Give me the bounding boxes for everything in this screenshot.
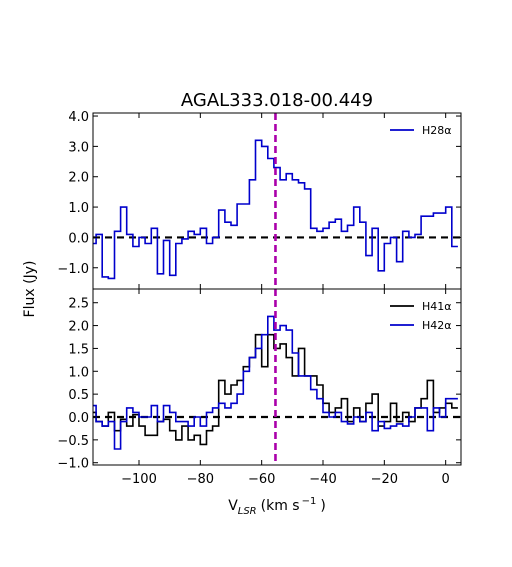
top-y-axis: −1.0 0.0 1.0 2.0 3.0 4.0 [57,110,461,277]
y-tick-label: 2.0 [68,320,89,335]
x-axis-label-units-end: ) [320,498,325,514]
bottom-legend: H41α H42α [390,300,452,332]
top-panel-frame [92,112,462,290]
y-tick-label: 4.0 [68,110,89,125]
top-panel: −1.0 0.0 1.0 2.0 3.0 4.0 H28α [57,110,462,290]
top-legend: H28α [390,124,452,137]
x-axis-label-sub: LSR [238,506,257,517]
top-x-ticks [138,113,447,289]
series-line-1-0 [93,333,458,446]
y-tick-label: 1.5 [68,342,89,357]
x-tick-label: −100 [121,472,157,487]
bottom-panel: −1.0 −0.5 0.0 0.5 1.0 1.5 2.0 2.5 −100 −80 −60 −40… [57,288,462,487]
bottom-panel-frame [92,288,462,466]
x-tick-label: −80 [187,472,214,487]
y-tick-label: 0.0 [68,411,89,426]
x-axis-label-main: V [228,498,238,514]
x-axis-label: VLSR (km s −1) [228,496,326,517]
bottom-series-group [93,315,458,450]
y-tick-label: −1.0 [57,262,89,277]
x-tick-label: −40 [309,472,336,487]
x-tick-label: −20 [371,472,398,487]
x-tick-label: −60 [248,472,275,487]
y-tick-label: −1.0 [57,457,89,472]
chart-title: AGAL333.018-00.449 [181,90,373,111]
y-tick-label: 1.0 [68,201,89,216]
y-tick-label: 0.0 [68,231,89,246]
top-series-group [93,139,458,280]
y-tick-label: 2.0 [68,171,89,186]
legend-label: H28α [422,124,452,137]
bottom-y-axis: −1.0 −0.5 0.0 0.5 1.0 1.5 2.0 2.5 [57,297,461,472]
series-line-1-1 [93,315,458,450]
x-axis-label-units: (km s [261,498,300,514]
y-tick-label: 0.5 [68,388,89,403]
y-tick-label: 3.0 [68,140,89,155]
y-tick-label: 2.5 [68,297,89,312]
x-axis-label-units-sup: −1 [302,496,317,507]
legend-label: H41α [422,300,452,313]
x-tick-label: 0 [442,472,450,487]
y-axis-label: Flux (Jy) [22,261,38,318]
legend-label: H42α [422,319,452,332]
bottom-x-axis: −100 −80 −60 −40 −20 0 [121,289,450,487]
y-tick-label: 1.0 [68,365,89,380]
series-line-0-0 [93,139,458,280]
y-tick-label: −0.5 [57,434,89,449]
